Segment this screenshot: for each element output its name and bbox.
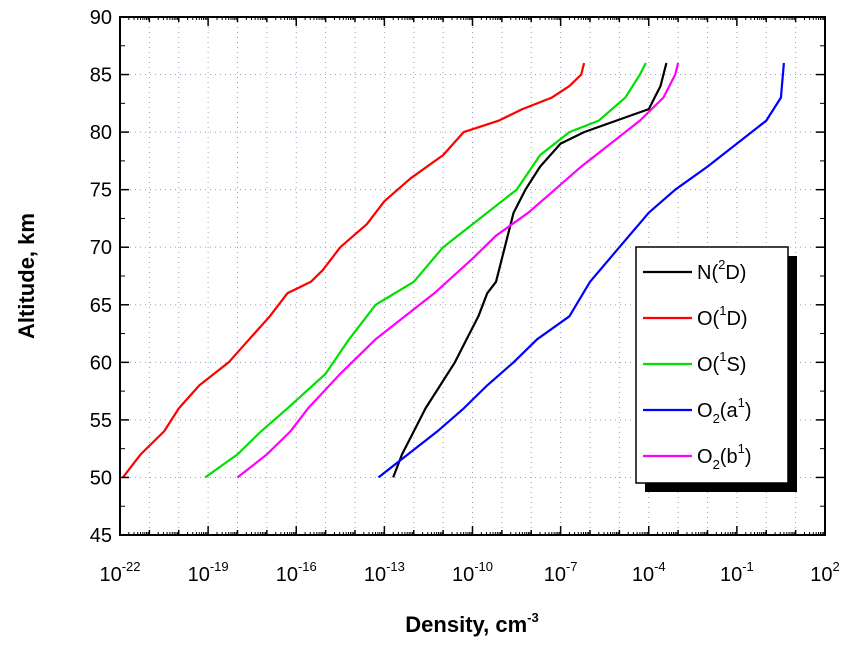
y-tick-label: 70: [90, 237, 112, 259]
legend-label-2: O(1S): [697, 349, 746, 376]
series-line-2: [204, 62, 647, 479]
y-tick-label: 90: [90, 7, 112, 29]
legend-entries: N(2D) O(1D) O(1S) O2(a1) O2(b1): [643, 257, 752, 472]
y-axis-title: Altitude, km: [14, 213, 39, 339]
series-line-1: [122, 62, 586, 479]
legend-label-4: O2(b1): [697, 441, 752, 472]
y-tick-label: 85: [90, 65, 112, 87]
y-tick-label: 55: [90, 410, 112, 432]
x-tick-label: 102: [810, 559, 839, 586]
x-tick-label: 10-1: [720, 559, 754, 586]
series-line-4: [236, 62, 680, 479]
y-tick-label: 80: [90, 122, 112, 144]
series-line-3: [377, 62, 785, 479]
y-tick-label: 65: [90, 295, 112, 317]
legend-label-0: N(2D): [697, 257, 746, 284]
y-tick-label: 50: [90, 467, 112, 489]
y-tick-label: 45: [90, 525, 112, 547]
x-tick-label: 10-16: [276, 559, 317, 586]
legend: N(2D) O(1D) O(1S) O2(a1) O2(b1): [635, 246, 797, 492]
y-tick-label: 75: [90, 180, 112, 202]
x-tick-label: 10-4: [632, 559, 666, 586]
x-tick-label: 10-13: [364, 559, 405, 586]
legend-label-1: O(1D): [697, 303, 748, 330]
x-tick-label: 10-19: [188, 559, 229, 586]
series-line-0: [392, 62, 668, 478]
axis-ticks: [119, 16, 826, 536]
series-layer: [122, 62, 785, 479]
x-tick-label: 10-10: [452, 559, 493, 586]
x-tick-labels: 10-22 10-19 10-16 10-13 10-10 10-7 10-4 10-1 102: [99, 559, 839, 586]
x-axis-title: Density, cm-3: [405, 610, 538, 637]
x-tick-label: 10-7: [544, 559, 578, 586]
legend-label-3: O2(a1): [697, 395, 752, 426]
x-tick-label: 10-22: [99, 559, 140, 586]
y-tick-label: 60: [90, 352, 112, 374]
y-tick-labels: 45 50 55 60 65 70 75 80 85 90: [90, 7, 112, 547]
